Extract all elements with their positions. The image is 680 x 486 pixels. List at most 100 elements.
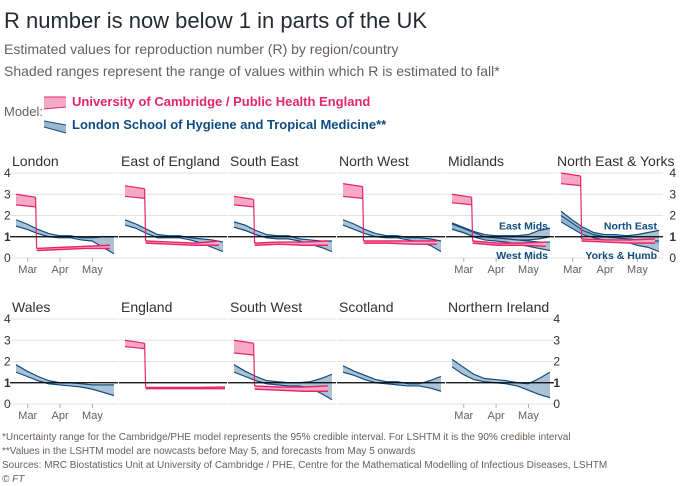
cambridge-post-lower [254,243,328,246]
lshtm-series-band [343,365,441,392]
cambridge-post-lower [36,247,110,252]
cambridge-pre-upper [233,339,254,344]
cambridge-post-band [363,241,437,245]
y-tick-label: 1 [669,230,676,244]
cambridge-pre-band [125,185,145,199]
cambridge-post-upper [254,385,329,388]
cambridge-pre-upper [451,193,472,198]
y-tick-label: 0 [553,397,560,411]
x-tick-label: May [518,410,539,422]
y-tick-label: 2 [553,355,560,369]
y-tick-label: 3 [4,333,11,347]
cambridge-drop [362,186,365,242]
lshtm-series-lower [15,225,115,255]
x-tick-label: Mar [563,264,582,276]
y-tick-label: 1 [4,230,11,244]
y-tick-label: 1 [553,376,560,390]
lshtm-series-upper [560,210,660,237]
lshtm-series-upper [124,219,224,243]
cambridge-pre-band [234,340,254,355]
cambridge-drop [580,175,583,239]
annotation-yorks-humb: Yorks & Humb [585,250,657,262]
footnote-1: *Uncertainty range for the Cambridge/PHE… [2,432,571,443]
y-tick-label: 4 [4,312,11,326]
cambridge-pre-lower [560,183,581,187]
cambridge-pre-lower [124,195,145,199]
cambridge-drop [144,188,147,242]
legend-label: Model: [4,104,44,119]
x-tick-label: Mar [454,264,473,276]
footnote-3: Sources: MRC Biostatistics Unit at Unive… [2,460,608,471]
cambridge-pre-lower [451,202,472,206]
cambridge-pre-band [16,194,36,207]
cambridge-drop [35,197,38,249]
cambridge-drop [471,197,474,242]
y-tick-label: 4 [553,312,560,326]
y-tick-label: 3 [4,187,11,201]
x-tick-label: May [82,264,103,276]
cambridge-pre-lower [233,352,254,356]
cambridge-post-upper [145,240,220,244]
y-tick-label: 0 [669,251,676,265]
cambridge-pre-upper [124,185,145,190]
cambridge-post-upper [254,240,329,244]
y-tick-label: 4 [4,166,11,180]
cambridge-pre-upper [233,195,254,200]
panel-title-wales: Wales [12,299,50,315]
cambridge-post-lower [472,242,547,248]
x-tick-label: Apr [597,264,614,276]
cambridge-drop [253,199,256,244]
panel-title-east-of-england: East of England [121,153,220,169]
x-tick-label: May [82,410,103,422]
x-tick-label: Apr [52,410,69,422]
cambridge-pre-lower [124,346,145,350]
cambridge-post-lower [145,242,219,246]
panel-title-england: England [121,299,172,315]
annotation-east-mids: East Mids [499,220,548,232]
cambridge-pre-upper [560,172,581,177]
cambridge-pre-band [343,183,363,199]
annotation-west-mids: West Mids [496,250,548,262]
y-tick-label: 2 [669,209,676,223]
cambridge-pre-upper [124,339,145,344]
y-tick-label: 2 [4,355,11,369]
lshtm-series-upper [451,222,551,237]
legend-cambridge-label: University of Cambridge / Public Health … [72,94,371,109]
panel-title-north-west: North West [339,153,409,169]
panel-title-london: London [12,153,59,169]
y-tick-label: 4 [669,166,676,180]
y-tick-label: 0 [4,397,11,411]
cambridge-drop [253,343,256,386]
cambridge-pre-lower [342,195,363,199]
y-tick-label: 3 [669,187,676,201]
chart-title: R number is now below 1 in parts of the … [4,8,428,33]
x-tick-label: Apr [52,264,69,276]
chart-subtitle: Estimated values for reproduction number… [4,41,399,57]
x-tick-label: Apr [488,410,505,422]
lshtm-series-upper [233,221,332,242]
cambridge-post-lower [254,388,328,392]
cambridge-pre-lower [233,204,254,208]
chart-subtitle-2: Shaded ranges represent the range of val… [4,63,500,79]
cambridge-post-upper [581,238,656,241]
lshtm-series-band [16,364,114,396]
lshtm-series-upper [342,219,442,242]
cambridge-pre-upper [342,183,363,188]
footnote-2: **Values in the LSHTM model are nowcasts… [2,446,416,457]
x-tick-label: May [518,264,539,276]
panel-title-scotland: Scotland [339,299,393,315]
lshtm-series-upper [451,358,551,385]
lshtm-series-lower [342,371,442,392]
footnote-copyright: © FT [2,474,25,485]
lshtm-series-band [452,359,550,398]
y-tick-label: 1 [4,376,11,390]
x-tick-label: Mar [18,264,37,276]
lshtm-swatch [43,120,67,134]
x-tick-label: Mar [454,410,473,422]
cambridge-pre-band [561,173,581,186]
panel-title-south-east: South East [230,153,299,169]
cambridge-post-lower [581,240,655,244]
x-tick-label: Apr [488,264,505,276]
panel-title-south-west: South West [230,299,302,315]
